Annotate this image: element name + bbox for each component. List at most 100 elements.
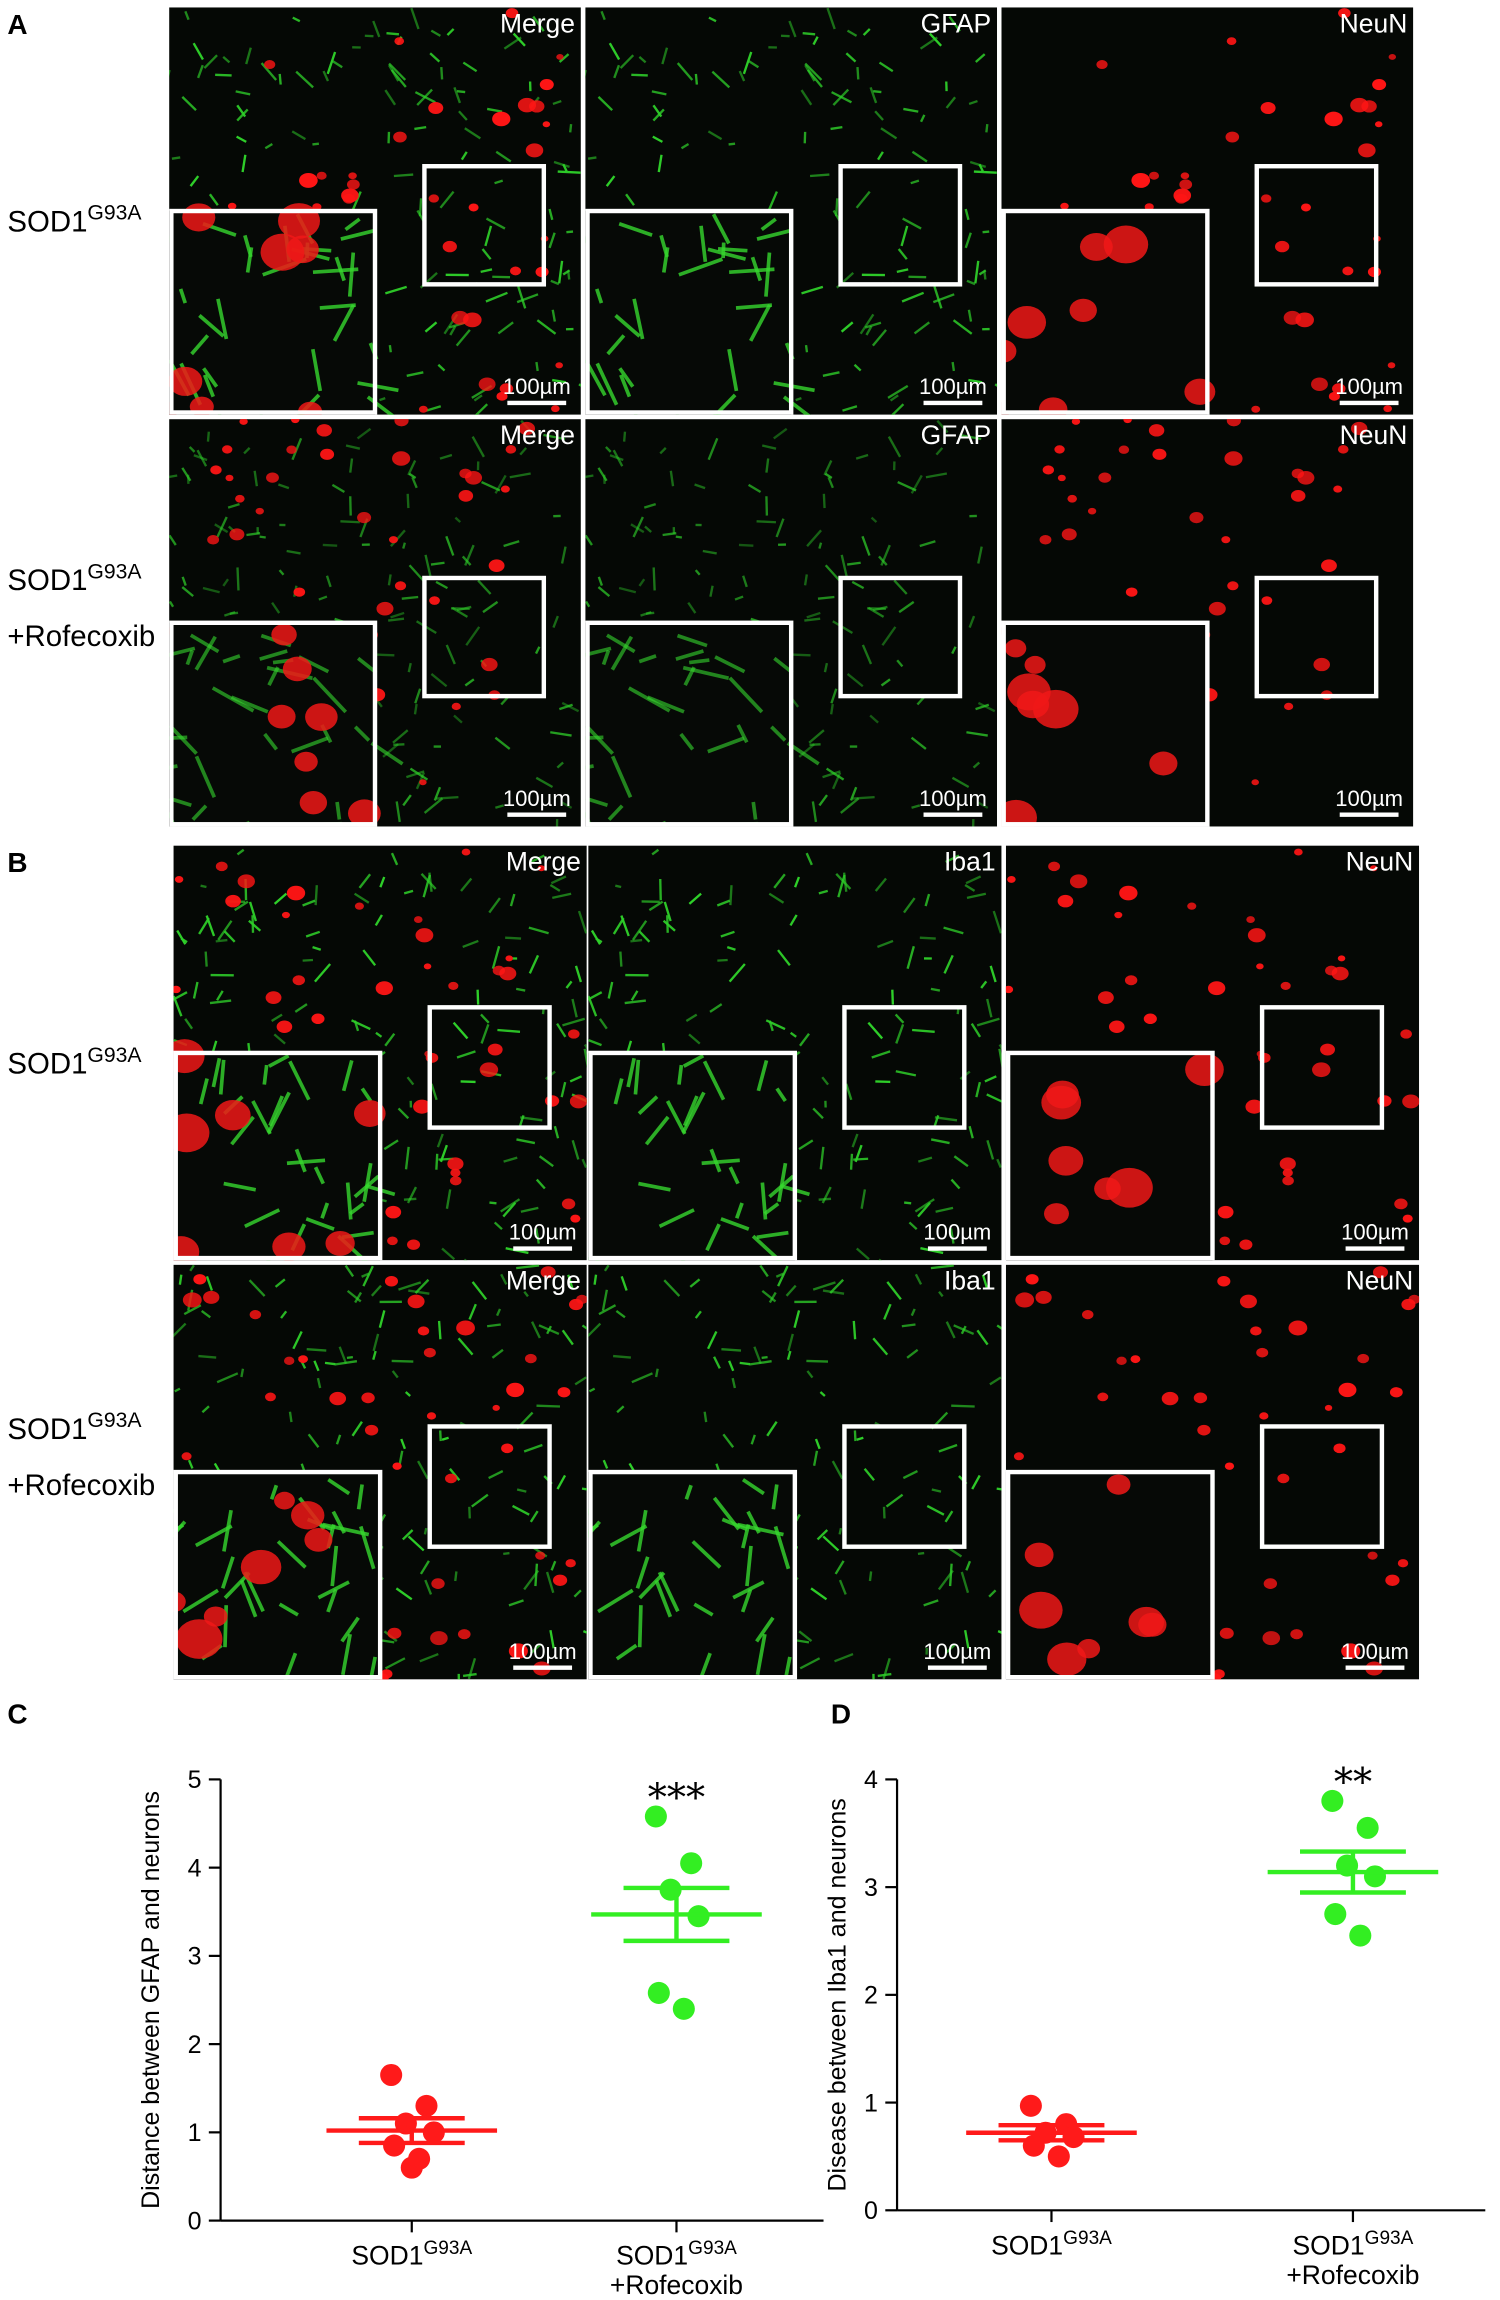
- green-process: [334, 1360, 358, 1366]
- green-process: [481, 248, 492, 260]
- green-process: [169, 646, 196, 657]
- green-process: [198, 1078, 209, 1105]
- red-cell: [1208, 601, 1226, 616]
- green-process: [556, 761, 564, 769]
- red-cell: [393, 131, 407, 143]
- red-cell: [320, 448, 335, 460]
- green-process: [613, 1354, 631, 1359]
- green-process: [768, 1020, 774, 1032]
- green-process: [372, 1333, 380, 1352]
- red-cell: [392, 1462, 402, 1470]
- inset-bg: [588, 1472, 795, 1680]
- green-process: [477, 579, 492, 595]
- red-cell: [1374, 121, 1383, 128]
- channel-label: Merge: [506, 847, 581, 877]
- green-process: [661, 47, 669, 65]
- green-process: [818, 794, 828, 807]
- zoom-box: [1259, 1424, 1385, 1549]
- green-process: [894, 1013, 905, 1024]
- green-process: [838, 1527, 843, 1535]
- y-tick-label: 3: [188, 1943, 202, 1971]
- red-cell: [448, 981, 459, 990]
- red-cell: [1313, 657, 1330, 672]
- red-cell: [265, 991, 282, 1004]
- green-process: [401, 595, 419, 600]
- green-process: [805, 852, 813, 866]
- green-process: [675, 535, 683, 539]
- green-process: [619, 54, 635, 69]
- micrograph: [169, 7, 581, 415]
- green-process: [437, 363, 446, 372]
- label-base: SOD1: [7, 1048, 87, 1081]
- green-process: [654, 1368, 659, 1378]
- green-process: [360, 1087, 373, 1103]
- red-cell: [1217, 1276, 1231, 1287]
- green-process: [967, 309, 973, 322]
- red-cell: [222, 445, 233, 454]
- green-process: [320, 1202, 330, 1219]
- zoom-box: [422, 164, 547, 287]
- green-process: [994, 383, 998, 387]
- red-cell: [459, 468, 472, 479]
- micrograph: [173, 1264, 587, 1680]
- green-process: [980, 980, 988, 989]
- red-cell: [387, 1236, 398, 1246]
- green-process: [738, 543, 754, 547]
- red-cell: [174, 875, 184, 883]
- green-process: [610, 755, 633, 799]
- red-cell: [1067, 494, 1077, 503]
- scale-label: 100µm: [503, 786, 571, 811]
- red-cell: [394, 37, 405, 46]
- red-cell: [555, 362, 563, 369]
- scale-label: 100µm: [923, 1220, 991, 1245]
- green-process: [989, 1376, 1002, 1386]
- green-process: [517, 286, 527, 309]
- green-process: [464, 127, 481, 140]
- red-cell: [1338, 8, 1351, 19]
- green-process: [346, 1355, 354, 1360]
- green-process: [897, 480, 917, 492]
- green-process: [760, 217, 777, 232]
- red-cell: [568, 1029, 580, 1039]
- green-process: [598, 1304, 617, 1316]
- green-process: [856, 66, 860, 80]
- red-cell: [1004, 639, 1027, 658]
- green-process: [583, 1048, 587, 1068]
- red-cell: [1246, 916, 1255, 923]
- green-process: [819, 1391, 826, 1397]
- green-process: [292, 16, 301, 23]
- green-process: [816, 1529, 829, 1541]
- green-process: [345, 444, 361, 450]
- green-process: [919, 540, 936, 548]
- inset-frame: [1001, 620, 1210, 827]
- red-cell: [565, 1559, 576, 1568]
- green-process: [825, 767, 845, 781]
- green-process: [829, 1278, 845, 1294]
- green-process: [687, 601, 697, 614]
- green-process: [169, 600, 175, 608]
- green-process: [556, 1022, 567, 1038]
- green-process: [688, 1033, 701, 1045]
- green-process: [549, 1630, 555, 1649]
- green-process: [737, 1522, 784, 1537]
- green-process: [657, 1571, 680, 1613]
- green-process: [439, 190, 455, 209]
- green-process: [763, 1202, 780, 1216]
- red-cell: [1227, 581, 1239, 591]
- green-process: [414, 688, 422, 704]
- green-process: [493, 1221, 503, 1231]
- green-process: [236, 135, 247, 143]
- green-process: [571, 998, 578, 1018]
- data-point: [644, 1805, 667, 1828]
- green-process: [566, 270, 571, 280]
- red-cell: [1128, 1606, 1165, 1638]
- green-process: [761, 444, 777, 450]
- red-cell: [1048, 1145, 1084, 1176]
- green-process: [480, 268, 493, 273]
- green-process: [852, 795, 875, 800]
- green-process: [486, 1323, 501, 1328]
- green-process: [637, 1095, 659, 1115]
- green-process: [872, 1337, 889, 1356]
- green-process: [605, 446, 612, 453]
- green-process: [812, 36, 819, 46]
